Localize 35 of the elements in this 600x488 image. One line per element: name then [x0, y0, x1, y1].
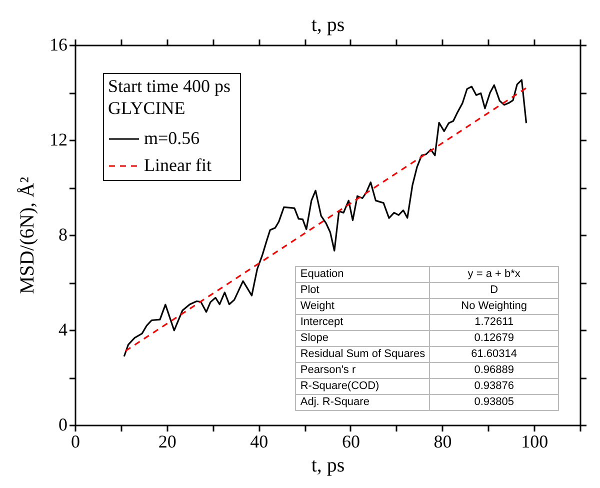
annotation: 61.60314	[430, 346, 559, 362]
legend-title: Start time 400 ps GLYCINE	[108, 76, 230, 118]
annotation: No Weighting	[430, 298, 559, 314]
annotation: Adj. R-Square	[296, 394, 430, 410]
x-axis-title: t, ps	[311, 454, 345, 476]
annotation: Pearson's r	[296, 362, 430, 378]
x-tick-label: 100	[521, 432, 548, 452]
annotation: y = a + b*x	[430, 266, 559, 282]
annotation: R-Square(COD)	[296, 378, 430, 394]
y-tick-label: 0	[58, 414, 68, 434]
annotation: D	[430, 282, 559, 298]
annotation: 0.96889	[430, 362, 559, 378]
annotation: 0.12679	[430, 330, 559, 346]
annotation: Weight	[296, 298, 430, 314]
y-tick-label: 4	[58, 320, 68, 340]
x-tick-label: 60	[342, 432, 360, 452]
x-tick-label: 80	[434, 432, 452, 452]
x-tick-label: 40	[250, 432, 268, 452]
annotation: 0.93805	[430, 394, 559, 410]
y-axis-title: MSD/(6N), Å²	[16, 176, 38, 294]
x2-axis-title: t, ps	[311, 14, 345, 36]
annotation: 1.72611	[430, 314, 559, 330]
annotation: Residual Sum of Squares	[296, 346, 430, 362]
x-tick-label: 20	[158, 432, 176, 452]
annotation: Slope	[296, 330, 430, 346]
legend-label: Linear fit	[144, 155, 212, 175]
annotation: Plot	[296, 282, 430, 298]
annotation: Intercept	[296, 314, 430, 330]
y-tick-label: 16	[50, 34, 68, 54]
y-tick-label: 8	[58, 224, 68, 244]
x-tick-label: 0	[71, 432, 80, 452]
y-tick-label: 12	[50, 130, 68, 150]
annotation: Equation	[296, 266, 430, 282]
legend-label: m=0.56	[144, 128, 200, 148]
annotation: 0.93876	[430, 378, 559, 394]
